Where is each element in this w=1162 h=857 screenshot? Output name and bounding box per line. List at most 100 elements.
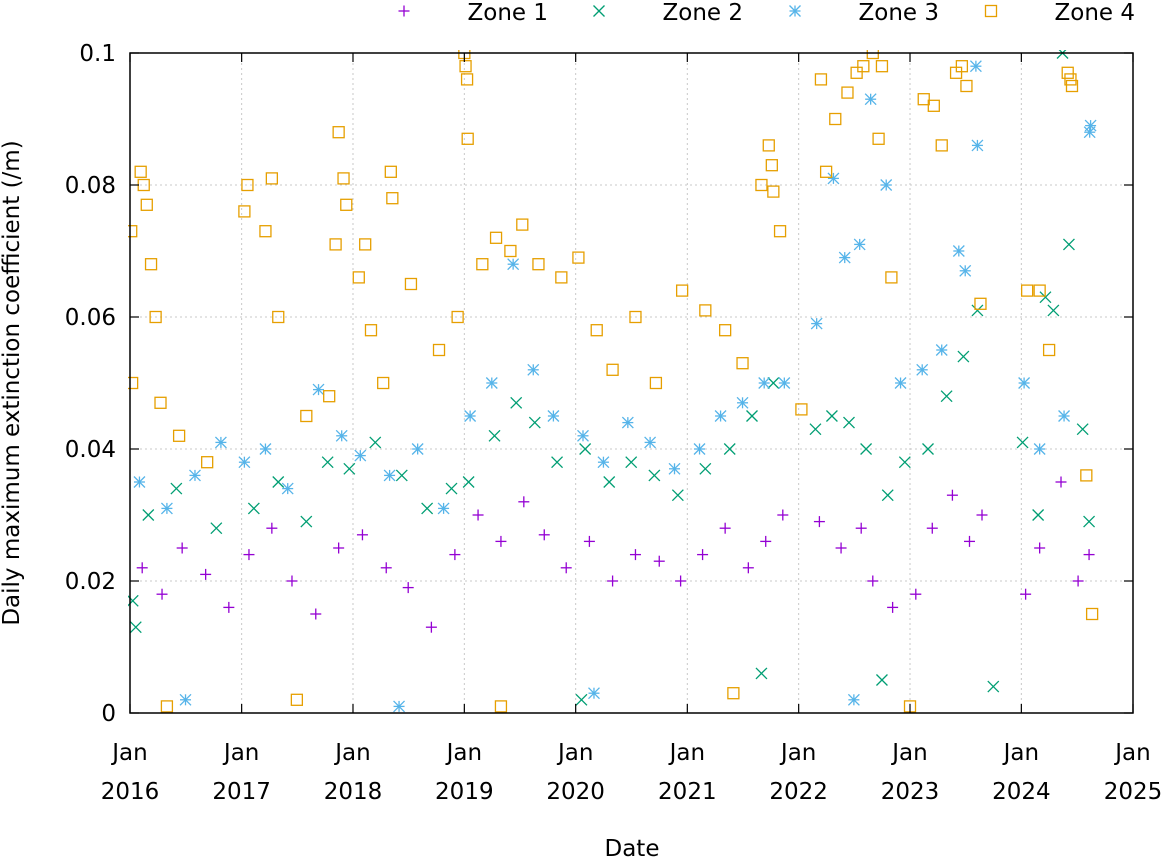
data-point (393, 700, 406, 713)
data-point (648, 469, 661, 482)
data-point (516, 218, 529, 231)
data-point (718, 324, 732, 337)
x-tick-label-year: 2022 (769, 779, 828, 805)
data-point (259, 225, 272, 238)
y-tick-label: 0 (101, 701, 116, 727)
data-point (129, 621, 142, 634)
data-point (176, 542, 188, 554)
data-point (590, 324, 603, 337)
data-point (137, 178, 150, 192)
data-point (451, 310, 464, 324)
data-point (971, 139, 984, 152)
data-point (1047, 304, 1060, 317)
grid-lines (130, 53, 1133, 713)
data-point (880, 179, 893, 191)
data-point (1076, 423, 1089, 436)
data-point (926, 522, 938, 534)
data-point (356, 529, 368, 541)
data-point (333, 542, 345, 554)
data-point (778, 377, 791, 389)
data-point (860, 443, 873, 455)
data-point (494, 700, 508, 713)
data-point (560, 562, 572, 574)
data-point (773, 225, 787, 238)
x-axis-title: Date (605, 836, 660, 857)
data-point (286, 575, 298, 587)
data-point (835, 542, 847, 554)
data-point (359, 238, 372, 251)
x-tick-label-month: Jan (1113, 740, 1150, 766)
data-point (974, 297, 987, 310)
data-point (767, 185, 780, 198)
x-tick-label-month: Jan (890, 740, 927, 766)
data-point (850, 66, 863, 79)
x-tick-label-year: 2021 (658, 779, 717, 805)
data-point (364, 324, 378, 337)
data-point (1042, 343, 1056, 357)
data-point (142, 509, 155, 521)
y-tick-label: 0.08 (65, 173, 116, 199)
data-point (510, 396, 523, 409)
data-point (421, 502, 434, 515)
data-point (472, 509, 484, 521)
data-point (449, 549, 461, 561)
data-point (1033, 443, 1046, 455)
x-tick-label-month: Jan (445, 740, 482, 766)
data-point (697, 549, 709, 561)
data-point (210, 522, 223, 535)
data-point (460, 73, 474, 86)
data-point (857, 60, 870, 73)
legend-label: Zone 3 (859, 0, 940, 26)
data-point (940, 390, 953, 403)
data-point (329, 238, 342, 251)
data-point (488, 429, 501, 442)
data-point (714, 410, 727, 422)
data-point (369, 436, 382, 449)
data-point (1039, 291, 1052, 304)
data-point (404, 277, 418, 291)
data-point (384, 165, 397, 178)
legend-marker (789, 5, 801, 17)
data-point (243, 549, 255, 561)
y-tick-label: 0.04 (65, 437, 116, 463)
data-point (917, 93, 930, 106)
data-point (699, 462, 712, 475)
data-point (955, 60, 969, 73)
data-point (795, 403, 808, 416)
data-point (1032, 509, 1045, 521)
legend: Zone 1 Zone 2 Zone 3 Zone 4 (398, 0, 1135, 26)
data-point (952, 245, 965, 257)
data-point (607, 575, 619, 587)
data-point (266, 522, 278, 534)
x-axis-tick-labels: Jan 2016 Jan 2017 Jan 2018 Jan 2019 Jan 2020 Jan 20… (101, 740, 1162, 805)
data-point (383, 469, 396, 482)
data-point (719, 522, 731, 534)
data-point (910, 588, 922, 600)
data-point (723, 443, 736, 455)
data-point (957, 350, 970, 363)
data-point (1016, 436, 1029, 449)
x-tick-label-month: Jan (668, 740, 705, 766)
data-point (575, 693, 588, 706)
x-tick-label-month: Jan (1002, 740, 1039, 766)
data-point (134, 165, 147, 178)
data-point (809, 423, 822, 436)
data-point (1034, 542, 1046, 554)
data-point (144, 258, 158, 271)
data-point (671, 489, 684, 502)
data-point (528, 416, 541, 429)
plot-frame (129, 52, 1134, 714)
data-point (760, 535, 772, 547)
data-point (1033, 284, 1046, 297)
data-point (1083, 549, 1095, 561)
data-point (935, 344, 948, 356)
data-point (649, 376, 663, 390)
legend-label: Zone 1 (468, 0, 549, 26)
data-point (829, 112, 842, 126)
data-point (969, 60, 982, 73)
data-point (425, 621, 437, 633)
data-point (377, 376, 390, 390)
data-point (629, 310, 642, 324)
data-point (885, 271, 898, 284)
